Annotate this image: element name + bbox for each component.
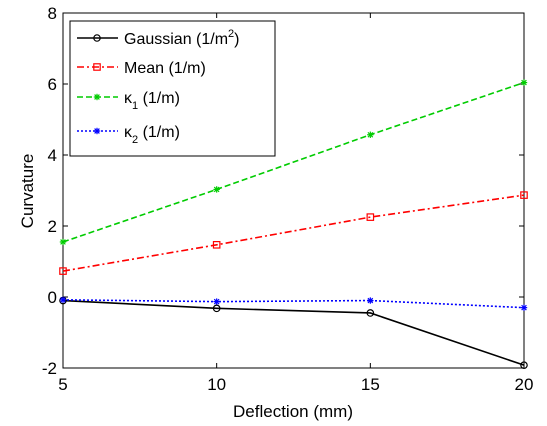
legend-label: Gaussian (1/m2)	[124, 28, 240, 48]
series-line	[62, 299, 525, 366]
legend: Gaussian (1/m2) Mean (1/m) κ1 (1/m) κ2 (1/m…	[69, 20, 276, 157]
legend-label: κ2 (1/m)	[124, 124, 180, 146]
data-point	[213, 298, 220, 305]
data-point	[367, 297, 374, 304]
x-tick-label: 20	[515, 375, 534, 394]
x-tick-label: 5	[58, 375, 67, 394]
legend-label: κ1 (1/m)	[124, 90, 180, 112]
data-point	[212, 241, 221, 249]
x-tick-label: 10	[207, 375, 226, 394]
series-layer	[59, 79, 528, 369]
y-axis-label: Curvature	[18, 154, 37, 229]
data-point	[520, 191, 528, 199]
legend-box	[69, 20, 276, 157]
data-point	[367, 131, 374, 138]
legend-entry: κ2 (1/m)	[77, 124, 180, 146]
legend-marker	[93, 63, 101, 71]
x-tick-label: 15	[361, 375, 380, 394]
data-point	[366, 309, 375, 317]
series-line	[62, 81, 525, 243]
data-point	[520, 79, 528, 86]
y-tick-label: 6	[48, 75, 57, 94]
data-point	[59, 267, 67, 275]
data-point	[212, 304, 221, 313]
data-point	[520, 361, 528, 369]
y-tick-label: 4	[48, 146, 57, 165]
y-tick-label: 2	[48, 217, 57, 236]
data-point	[213, 186, 220, 193]
data-point	[366, 213, 375, 221]
axis-ticks: 5 10 15 20 -2 0 2 4 6 8	[42, 4, 534, 394]
legend-marker	[93, 93, 101, 101]
data-point	[59, 238, 67, 246]
series-4	[59, 296, 528, 311]
legend-entry: κ1 (1/m)	[77, 90, 180, 112]
y-tick-label: 0	[48, 288, 57, 307]
series-line	[62, 299, 525, 309]
x-axis-label: Deflection (mm)	[233, 402, 353, 421]
y-tick-label: -2	[42, 359, 57, 378]
legend-label: Mean (1/m)	[124, 60, 206, 77]
y-tick-label: 8	[48, 4, 57, 23]
data-point	[520, 304, 528, 311]
data-point	[59, 296, 67, 304]
legend-marker	[93, 34, 101, 42]
legend-marker	[93, 127, 101, 135]
legend-entry: Gaussian (1/m2)	[77, 28, 240, 48]
legend-entry: Mean (1/m)	[77, 60, 206, 77]
series-line	[62, 194, 525, 272]
series-3	[59, 79, 528, 246]
series-2	[59, 191, 528, 275]
